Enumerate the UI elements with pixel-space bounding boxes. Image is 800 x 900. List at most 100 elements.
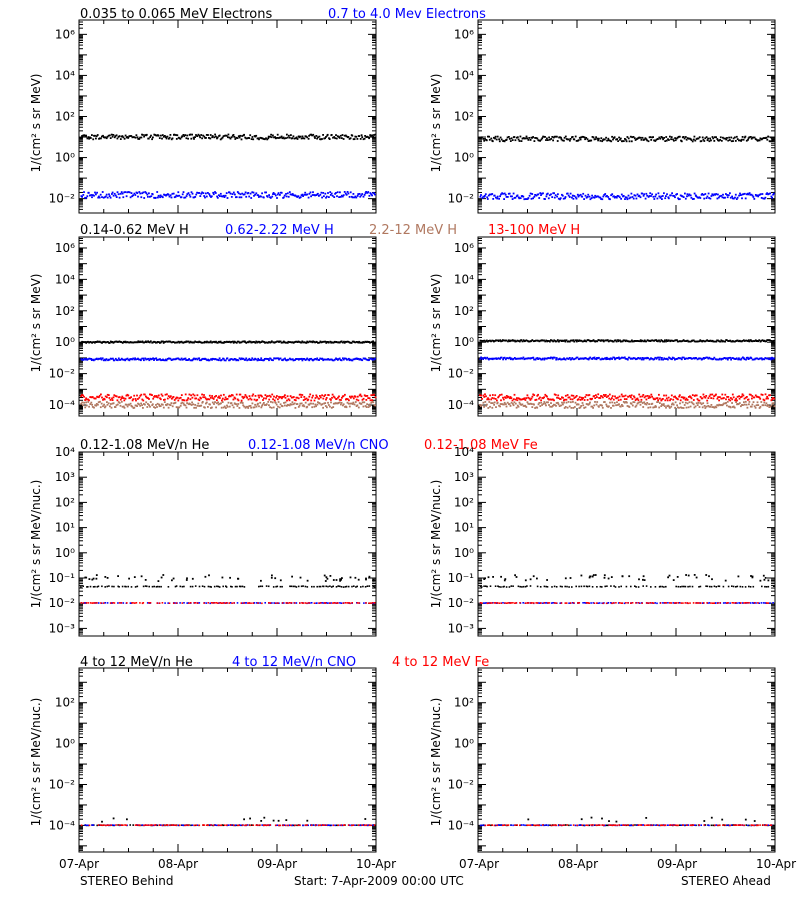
data-point — [308, 134, 310, 137]
data-point — [323, 395, 326, 397]
data-point — [156, 396, 159, 399]
data-point — [642, 194, 645, 197]
data-point — [697, 137, 700, 140]
data-point — [265, 395, 268, 398]
data-point — [719, 136, 722, 139]
data-point — [97, 196, 100, 199]
data-point — [268, 394, 271, 397]
data-point — [574, 357, 577, 360]
data-point — [159, 398, 162, 401]
data-point — [582, 397, 585, 399]
data-point — [712, 406, 715, 408]
data-point — [209, 341, 211, 344]
data-point — [685, 397, 688, 400]
data-point — [301, 394, 304, 396]
data-point — [307, 137, 310, 140]
data-point — [594, 401, 596, 403]
data-point — [524, 357, 527, 360]
data-point — [505, 397, 507, 399]
data-point — [641, 402, 644, 404]
data-point — [561, 139, 564, 142]
data-point — [106, 396, 108, 399]
data-point — [101, 191, 104, 193]
data-point — [92, 577, 95, 580]
data-point — [746, 396, 748, 398]
data-point — [153, 585, 155, 588]
data-point — [236, 191, 239, 193]
data-point — [148, 341, 151, 344]
data-point — [104, 405, 107, 408]
data-point — [347, 136, 350, 138]
data-point — [244, 191, 247, 194]
data-point — [253, 358, 255, 361]
data-point — [615, 340, 618, 343]
data-point — [341, 195, 344, 198]
data-point — [528, 137, 531, 139]
data-point — [749, 193, 752, 196]
data-point — [114, 135, 117, 137]
data-point — [613, 402, 616, 404]
data-point — [592, 136, 595, 139]
data-point — [290, 358, 293, 361]
data-point — [615, 404, 617, 407]
data-point — [757, 195, 760, 198]
data-point — [599, 139, 602, 142]
data-point — [319, 395, 321, 397]
data-point — [726, 194, 728, 196]
data-point — [629, 340, 632, 343]
data-point — [749, 136, 752, 138]
data-point — [300, 402, 303, 405]
data-point — [658, 136, 661, 139]
data-point — [169, 357, 172, 360]
data-point — [340, 602, 343, 604]
data-point — [487, 194, 490, 197]
data-point — [655, 138, 658, 141]
data-point — [116, 399, 119, 402]
data-point — [232, 134, 235, 136]
data-point — [656, 397, 659, 399]
data-point — [362, 138, 365, 141]
data-point — [613, 339, 616, 342]
data-point — [335, 586, 338, 588]
data-point — [211, 357, 214, 360]
data-point — [602, 340, 605, 343]
data-point — [726, 358, 729, 361]
data-point — [360, 586, 362, 588]
data-point — [337, 585, 339, 587]
data-point — [300, 341, 303, 344]
data-point — [190, 137, 193, 140]
data-point — [260, 357, 263, 360]
data-point — [95, 137, 97, 140]
data-point — [748, 401, 751, 403]
data-point — [574, 135, 577, 138]
data-point — [320, 191, 323, 194]
data-point — [773, 339, 775, 342]
data-point — [103, 359, 105, 362]
data-point — [694, 405, 697, 408]
data-point — [356, 195, 359, 197]
data-point — [122, 602, 125, 604]
data-point — [303, 358, 306, 360]
data-point — [374, 133, 377, 136]
data-point — [324, 402, 327, 404]
data-point — [484, 356, 486, 359]
data-point — [650, 393, 653, 396]
data-point — [250, 341, 253, 344]
data-point — [131, 405, 134, 408]
data-point — [671, 402, 674, 405]
data-point — [94, 397, 97, 400]
data-point — [116, 359, 119, 362]
series-2-2-12-mev-h — [479, 400, 776, 409]
data-point — [339, 602, 341, 604]
data-point — [177, 357, 180, 360]
data-point — [225, 340, 228, 343]
y-axis-label: 1/(cm² s sr MeV) — [429, 274, 443, 373]
data-point — [672, 403, 675, 406]
data-point — [743, 403, 746, 406]
legend-row-1: 0.14-0.62 MeV H 0.62-2.22 MeV H 2.2-12 M… — [80, 223, 580, 238]
data-point — [582, 136, 585, 138]
data-point — [290, 193, 293, 196]
data-point — [656, 356, 659, 359]
data-point — [662, 403, 665, 405]
data-point — [296, 396, 299, 399]
